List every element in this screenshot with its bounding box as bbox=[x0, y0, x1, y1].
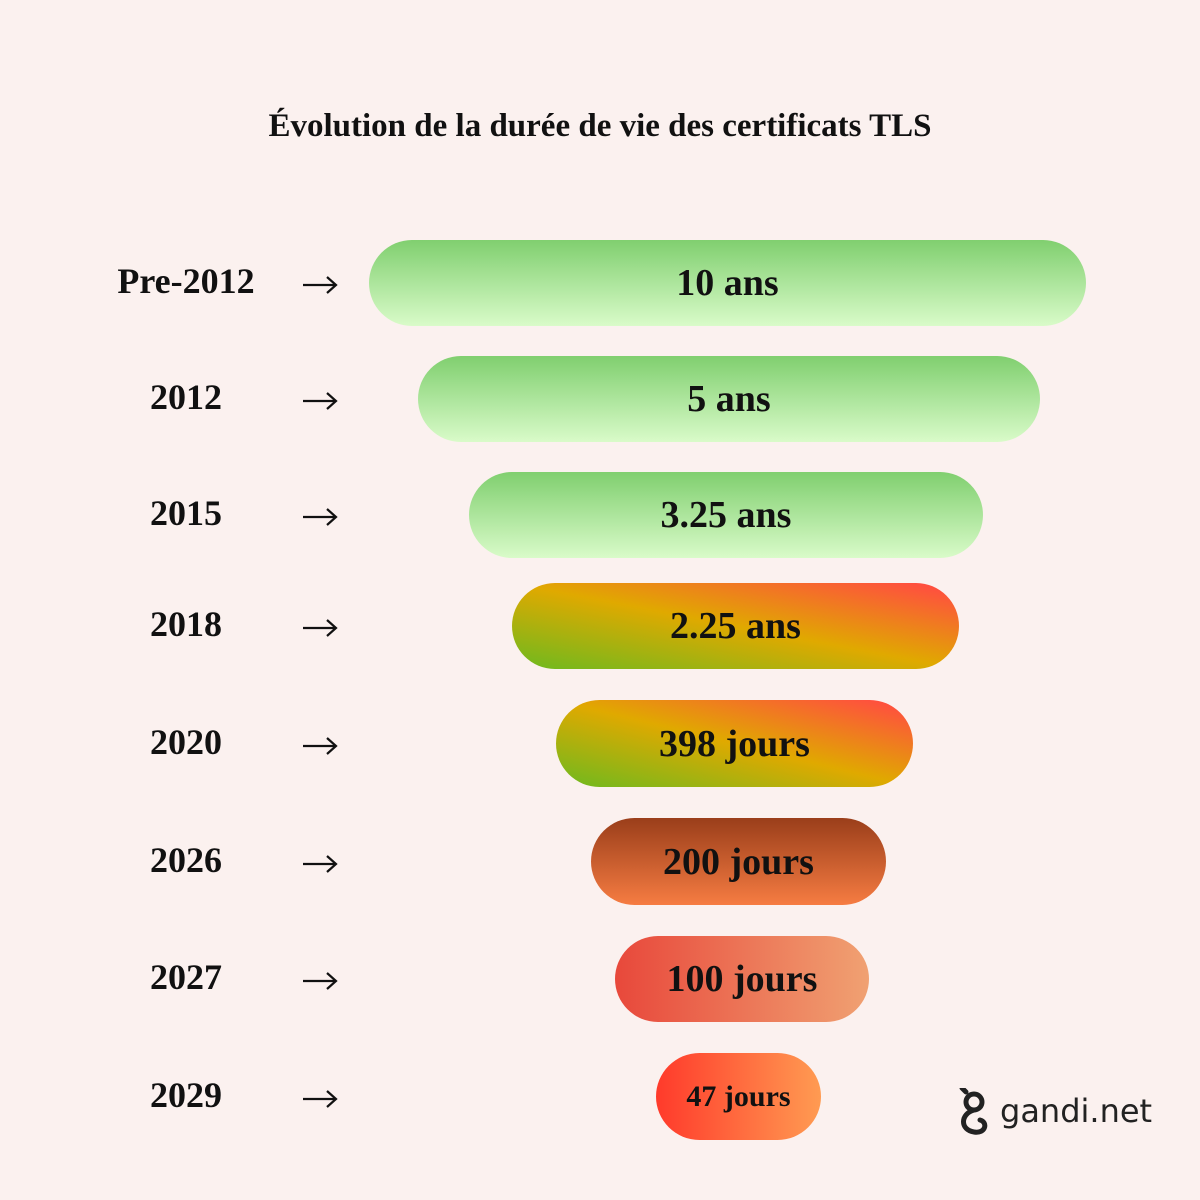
year-label: 2018 bbox=[150, 604, 222, 644]
arrow bbox=[303, 276, 338, 294]
arrow bbox=[303, 392, 338, 410]
year-label: 2027 bbox=[150, 957, 222, 997]
year-label: 2020 bbox=[150, 721, 222, 762]
duration-text: 200 jours bbox=[663, 840, 814, 883]
duration-text: 5 ans bbox=[687, 378, 771, 420]
arrow bbox=[303, 619, 338, 637]
year-label: 2029 bbox=[150, 1074, 222, 1115]
year-label: 2026 bbox=[150, 839, 222, 880]
duration-text: 100 jours bbox=[666, 958, 818, 1000]
year-label: 2012 bbox=[150, 377, 222, 417]
duration-pill: 47 jours bbox=[656, 1053, 821, 1140]
arrow bbox=[303, 854, 338, 873]
duration-text: 47 jours bbox=[686, 1079, 791, 1113]
brand: gandi.net bbox=[1000, 1092, 1153, 1130]
year-label: 2015 bbox=[150, 493, 222, 533]
arrow bbox=[303, 1089, 338, 1108]
duration-pill: 2.25 ans bbox=[512, 583, 959, 669]
duration-pill: 10 ans bbox=[369, 240, 1086, 326]
duration-pill: 200 jours bbox=[591, 818, 886, 905]
duration-text: 398 jours bbox=[659, 722, 810, 765]
duration-text: 10 ans bbox=[676, 262, 779, 304]
logo-icon bbox=[959, 1088, 988, 1135]
arrow bbox=[303, 736, 338, 755]
duration-text: 3.25 ans bbox=[660, 494, 792, 536]
duration-text: 2.25 ans bbox=[670, 605, 801, 647]
arrow bbox=[303, 508, 338, 526]
duration-pill: 100 jours bbox=[615, 936, 869, 1022]
duration-pill: 398 jours bbox=[556, 700, 913, 787]
arrow bbox=[303, 972, 338, 990]
title: Évolution de la durée de vie des certifi… bbox=[268, 108, 932, 144]
duration-pill: 5 ans bbox=[418, 356, 1040, 442]
year-label: Pre-2012 bbox=[117, 261, 255, 301]
duration-pill: 3.25 ans bbox=[469, 472, 983, 558]
